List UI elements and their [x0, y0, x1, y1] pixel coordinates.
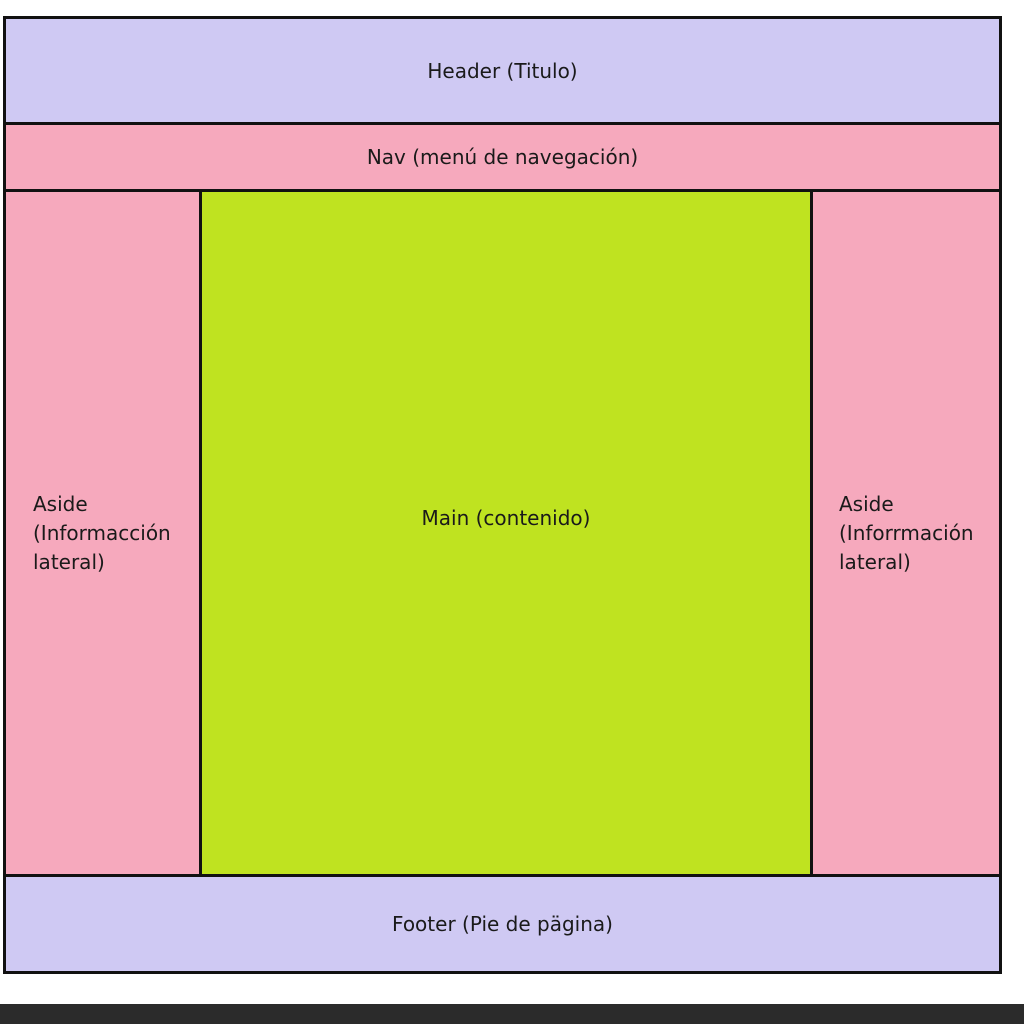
aside-left-region: Aside (Informacción lateral) — [6, 192, 202, 874]
nav-region: Nav (menú de navegación) — [6, 125, 999, 192]
aside-right-region: Aside (Inforrmación lateral) — [810, 192, 999, 874]
header-label: Header (Titulo) — [427, 58, 578, 83]
main-region: Main (contenido) — [202, 192, 810, 874]
header-region: Header (Titulo) — [6, 19, 999, 125]
nav-label: Nav (menú de navegación) — [366, 145, 639, 169]
footer-region: Footer (Pie de pägina) — [6, 874, 999, 971]
layout-frame: Header (Titulo) Nav (menú de navegación)… — [3, 16, 1002, 974]
footer-label: Footer (Pie de pägina) — [392, 912, 613, 936]
aside-left-label: Aside (Informacción lateral) — [33, 491, 171, 574]
main-label: Main (contenido) — [421, 506, 591, 530]
aside-right-label: Aside (Inforrmación lateral) — [839, 491, 974, 574]
bottom-bar — [0, 1004, 1024, 1024]
